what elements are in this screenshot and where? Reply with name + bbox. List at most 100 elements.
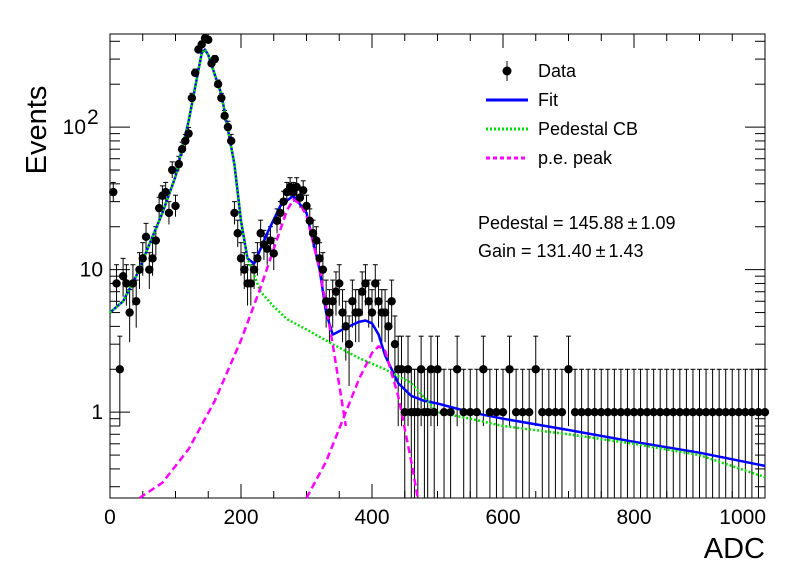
- data-point: [721, 407, 730, 417]
- data-point: [367, 308, 377, 317]
- data-point: [145, 265, 154, 274]
- data-point: [610, 407, 619, 417]
- data-point: [452, 365, 462, 374]
- data-point: [318, 265, 328, 274]
- data-point: [148, 254, 157, 263]
- data-point: [623, 407, 632, 417]
- data-point: [321, 297, 331, 306]
- x-tick-label: 1000: [719, 506, 766, 529]
- data-point: [433, 365, 442, 374]
- data-point: [518, 407, 527, 417]
- pedestal-pm: ±: [628, 213, 638, 233]
- data-point: [184, 129, 193, 138]
- gain-error: 1.43: [608, 241, 643, 261]
- data-point: [220, 111, 229, 121]
- legend-label: Data: [538, 61, 577, 81]
- data-point: [344, 339, 354, 349]
- data-point: [312, 236, 321, 245]
- data-point: [439, 407, 449, 417]
- data-point: [210, 54, 219, 64]
- data-point: [263, 244, 272, 254]
- data-point: [204, 35, 213, 44]
- data-point: [695, 407, 704, 417]
- data-point: [233, 229, 242, 238]
- data-point: [380, 308, 390, 317]
- data-point: [400, 407, 409, 417]
- legend: Data Fit Pedestal CB p.e. peak: [486, 61, 638, 168]
- data-point: [190, 68, 200, 78]
- data-point: [479, 365, 488, 374]
- data-point: [341, 322, 350, 331]
- data-point: [328, 297, 337, 306]
- x-tick-label: 400: [354, 506, 389, 529]
- data-point: [118, 271, 128, 281]
- data-point: [682, 407, 691, 417]
- data-point: [325, 308, 334, 317]
- data-point: [642, 407, 652, 417]
- legend-label: Pedestal CB: [538, 119, 638, 139]
- data-point: [384, 322, 393, 331]
- data-point: [249, 265, 259, 274]
- data-point: [308, 229, 318, 238]
- data-point: [223, 122, 233, 132]
- data-point: [187, 93, 197, 103]
- data-point: [256, 229, 265, 238]
- y-tick-label: 1: [91, 401, 103, 424]
- svg-text:Pedestal = 145.88±1.09: Pedestal = 145.88 ±1.09: [478, 213, 676, 233]
- data-point: [112, 279, 121, 288]
- data-point: [374, 297, 383, 306]
- data-point: [570, 407, 580, 417]
- data-point: [299, 186, 308, 195]
- data-point: [161, 187, 170, 197]
- data-point: [466, 407, 475, 417]
- data-point: [629, 407, 639, 417]
- data-point: [174, 159, 183, 169]
- data-point: [714, 407, 724, 417]
- data-point: [226, 136, 236, 146]
- data-point: [338, 308, 347, 317]
- data-point: [128, 279, 138, 288]
- svg-text:Gain = 131.40±1.43: Gain = 131.40 ±1.43: [478, 241, 644, 261]
- data-point: [109, 187, 118, 197]
- data-point: [734, 407, 743, 417]
- legend-label: Fit: [538, 90, 558, 110]
- data-point: [279, 197, 288, 206]
- data-point: [387, 297, 396, 306]
- y-tick-label: 10: [80, 259, 103, 282]
- data-point: [253, 254, 262, 263]
- data-point: [246, 279, 256, 288]
- data-point: [728, 407, 737, 417]
- data-point: [151, 236, 161, 245]
- data-point: [272, 216, 282, 226]
- data-point: [390, 339, 400, 349]
- data-point: [266, 236, 275, 245]
- data-point: [688, 407, 698, 417]
- data-point: [357, 287, 367, 296]
- data-point: [354, 308, 364, 317]
- data-point: [577, 407, 586, 417]
- pedestal-error: 1.09: [641, 213, 676, 233]
- data-point: [335, 279, 344, 288]
- data-point: [230, 208, 239, 218]
- data-point: [472, 407, 481, 417]
- data-point: [305, 216, 314, 226]
- data-point: [656, 407, 665, 417]
- data-point: [331, 287, 341, 296]
- x-tick-label: 800: [616, 506, 651, 529]
- data-point: [122, 279, 131, 288]
- legend-label: p.e. peak: [538, 148, 613, 168]
- data-point: [177, 144, 187, 154]
- data-point: [754, 407, 763, 417]
- data-point: [498, 407, 508, 417]
- data-point: [649, 407, 658, 417]
- data-point: [675, 407, 685, 417]
- data-point: [551, 407, 560, 417]
- x-tick-label: 200: [223, 506, 258, 529]
- data-point: [132, 297, 141, 306]
- stats-box: Pedestal = 145.88 ±1.09 Gain = 131.40 ±1.4…: [478, 213, 676, 261]
- data-point: [525, 407, 534, 417]
- data-point: [164, 208, 174, 218]
- x-axis-title: ADC: [704, 533, 765, 565]
- data-point: [590, 407, 599, 417]
- data-point: [538, 407, 547, 417]
